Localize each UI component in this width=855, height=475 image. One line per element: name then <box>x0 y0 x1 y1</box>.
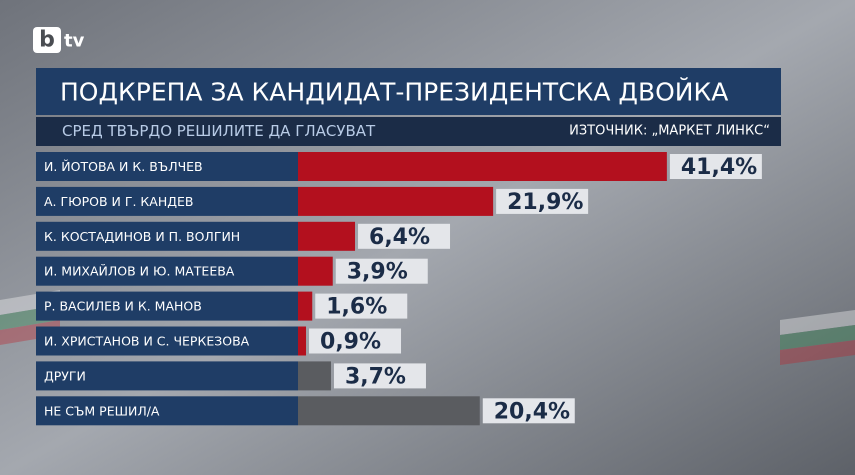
bar <box>298 361 331 391</box>
value-label-box <box>358 223 451 249</box>
label-box <box>36 326 298 356</box>
value-label-box <box>309 328 402 354</box>
value-label-box <box>315 293 408 319</box>
logo-text: tv <box>64 31 85 52</box>
value-label-box <box>482 398 575 424</box>
value-label: 41,4% <box>681 155 757 180</box>
label-box <box>36 152 298 181</box>
subtitle-bar <box>36 117 781 146</box>
value-label: 1,6% <box>326 295 387 320</box>
category-label: НЕ СЪМ РЕШИЛ/А <box>44 403 160 418</box>
logo-box <box>33 27 61 53</box>
category-label: А. ГЮРОВ И Г. КАНДЕВ <box>44 194 194 209</box>
value-label: 0,9% <box>320 330 381 355</box>
label-box <box>36 256 298 286</box>
category-label: ДРУГИ <box>44 368 86 383</box>
bar <box>298 186 494 216</box>
bar <box>298 291 313 321</box>
label-box <box>36 361 298 391</box>
category-label: И. ХРИСТАНОВ И С. ЧЕРКЕЗОВА <box>44 334 250 349</box>
value-label-box <box>669 154 762 179</box>
category-label: К. КОСТАДИНОВ И П. ВОЛГИН <box>44 229 240 244</box>
category-label: И. МИХАЙЛОВ И Ю. МАТЕЕВА <box>44 264 235 279</box>
value-label: 3,9% <box>347 260 408 285</box>
bar <box>298 326 307 356</box>
label-box <box>36 186 298 216</box>
value-label: 6,4% <box>369 225 430 250</box>
category-label: Р. ВАСИЛЕВ И К. МАНОВ <box>44 299 202 314</box>
bar <box>298 396 480 426</box>
value-label: 3,7% <box>345 364 406 389</box>
value-label: 20,4% <box>494 399 570 424</box>
value-label: 21,9% <box>507 190 583 215</box>
value-label-box <box>496 188 589 214</box>
label-box <box>36 291 298 321</box>
label-box <box>36 221 298 251</box>
title-bar <box>36 68 781 115</box>
label-box <box>36 396 298 426</box>
chart-subtitle: СРЕД ТВЪРДО РЕШИЛИТЕ ДА ГЛАСУВАТ <box>62 122 376 140</box>
chart-title: ПОДКРЕПА ЗА КАНДИДАТ-ПРЕЗИДЕНТСКА ДВОЙКА <box>60 78 728 107</box>
chart-source: ИЗТОЧНИК: „МАРКЕТ ЛИНКС“ <box>569 124 770 139</box>
logo-mark: b <box>39 28 55 53</box>
bar <box>298 152 667 181</box>
category-label: И. ЙОТОВА И К. ВЪЛЧЕВ <box>44 159 203 174</box>
bar <box>298 221 356 251</box>
value-label-box <box>335 258 428 284</box>
bar <box>298 256 333 286</box>
value-label-box <box>333 363 426 389</box>
